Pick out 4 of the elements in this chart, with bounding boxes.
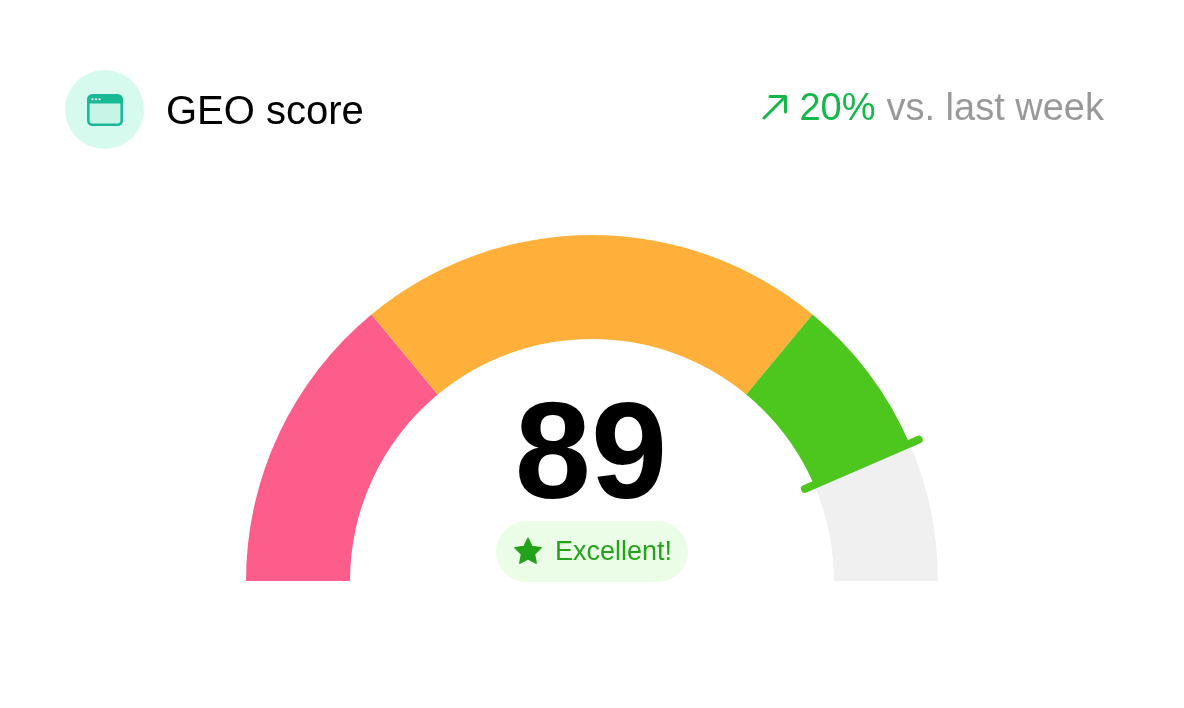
text: 20%	[799, 86, 876, 128]
badge: Excellent!	[496, 521, 688, 582]
chart-title: GEO score	[166, 88, 364, 132]
text: vs. last week	[886, 86, 1104, 128]
